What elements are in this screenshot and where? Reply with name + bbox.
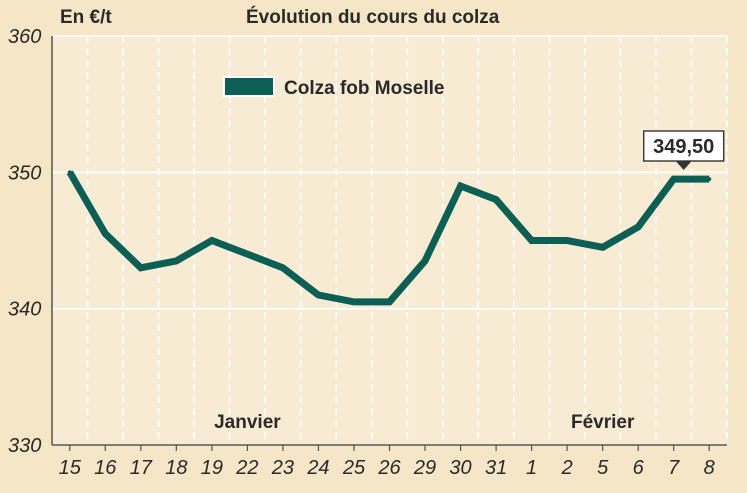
data-point	[530, 239, 534, 243]
x-tick-label: 8	[704, 457, 715, 479]
x-tick-label: 2	[561, 457, 573, 479]
x-tick-label: 23	[271, 457, 294, 479]
x-tick-label: 19	[201, 457, 223, 479]
month-label: Janvier	[214, 412, 281, 433]
data-point	[316, 293, 320, 297]
x-tick-label: 29	[413, 457, 436, 479]
x-tick-label: 15	[59, 457, 82, 479]
legend-swatch	[224, 77, 274, 96]
data-point	[565, 239, 569, 243]
data-point	[707, 177, 711, 181]
data-point	[601, 245, 605, 249]
y-tick-label: 340	[8, 299, 41, 321]
data-point	[423, 259, 427, 263]
month-label: Février	[571, 412, 635, 433]
data-point	[68, 170, 72, 174]
data-point	[636, 225, 640, 229]
data-point	[352, 300, 356, 304]
data-point	[388, 300, 392, 304]
y-tick-label: 350	[8, 162, 41, 184]
data-point	[103, 232, 107, 236]
x-tick-label: 25	[342, 457, 366, 479]
y-axis-unit-label: En €/t	[60, 7, 112, 28]
x-tick-label: 22	[235, 457, 258, 479]
data-point	[210, 239, 214, 243]
data-point	[281, 266, 285, 270]
x-tick-label: 16	[94, 457, 117, 479]
callout-label: 349,50	[653, 136, 714, 158]
y-tick-label: 360	[8, 26, 41, 48]
legend-label: Colza fob Moselle	[284, 78, 444, 99]
x-tick-label: 18	[165, 457, 187, 479]
x-tick-label: 1	[526, 457, 537, 479]
data-point	[245, 252, 249, 256]
y-tick-label: 330	[8, 435, 41, 457]
data-point	[672, 177, 676, 181]
x-tick-label: 30	[449, 457, 471, 479]
x-tick-label: 5	[597, 457, 609, 479]
data-point	[494, 198, 498, 202]
x-tick-label: 31	[485, 457, 507, 479]
data-point	[139, 266, 143, 270]
x-tick-label: 26	[377, 457, 401, 479]
chart-svg: En €/t Évolution du cours du colza Colza…	[0, 0, 747, 493]
data-point	[174, 259, 178, 263]
chart-container: En €/t Évolution du cours du colza Colza…	[0, 0, 747, 493]
legend: Colza fob Moselle	[224, 77, 444, 99]
x-tick-label: 24	[306, 457, 329, 479]
data-point	[459, 184, 463, 188]
chart-title: Évolution du cours du colza	[246, 6, 500, 28]
x-tick-label: 6	[633, 457, 645, 479]
x-tick-label: 7	[668, 457, 680, 479]
x-tick-label: 17	[130, 457, 153, 479]
